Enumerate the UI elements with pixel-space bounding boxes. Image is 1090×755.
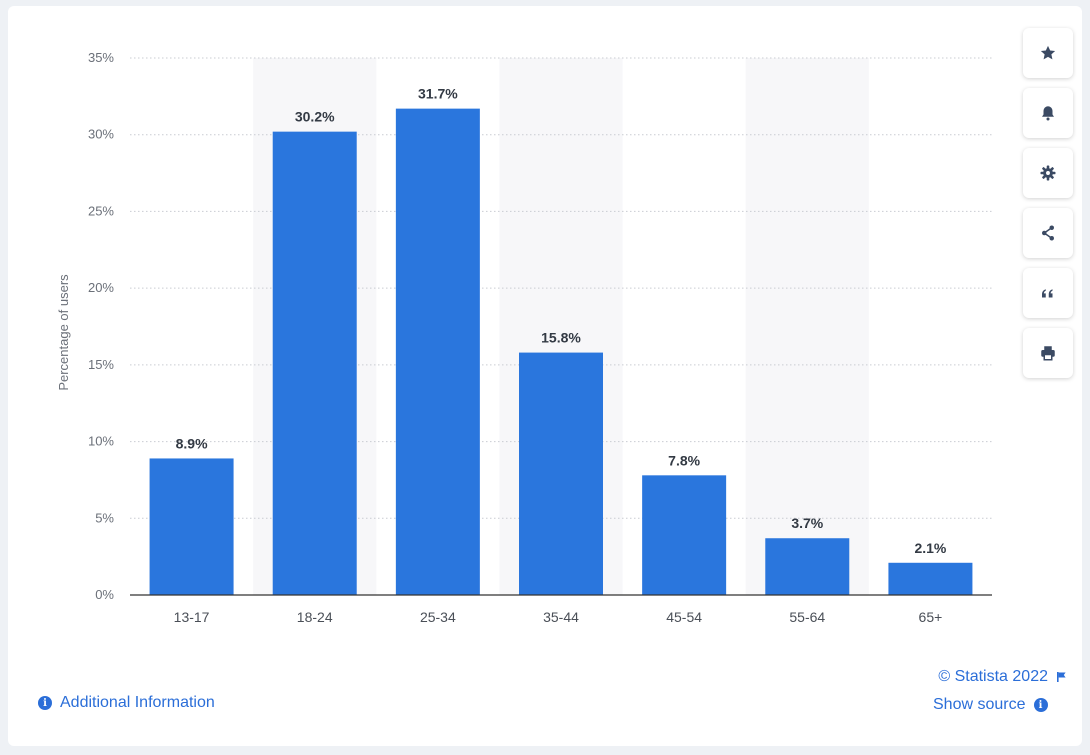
favorite-button[interactable] [1023, 28, 1073, 78]
x-tick-label: 45-54 [666, 609, 702, 625]
bell-icon [1042, 106, 1054, 121]
data-label: 3.7% [791, 515, 823, 531]
gear-icon [1040, 165, 1056, 181]
show-source-link[interactable]: Show source i [933, 696, 1048, 714]
data-label: 15.8% [541, 330, 581, 346]
info-icon: i [1033, 698, 1048, 712]
x-tick-label: 13-17 [174, 609, 210, 625]
y-tick-label: 15% [88, 357, 114, 372]
share-icon [1042, 225, 1054, 241]
x-tick-label: 65+ [919, 609, 943, 625]
bar [272, 131, 357, 595]
additional-info-label: Additional Information [60, 694, 215, 711]
bar [765, 538, 850, 595]
flag-icon [1057, 672, 1066, 682]
bar [395, 108, 480, 595]
x-tick-label: 35-44 [543, 609, 579, 625]
y-tick-label: 30% [88, 127, 114, 142]
settings-button[interactable] [1023, 148, 1073, 198]
star-icon [1040, 45, 1056, 60]
y-tick-label: 35% [88, 50, 114, 65]
bar [888, 562, 973, 595]
quote-icon [1042, 289, 1053, 298]
y-tick-label: 20% [88, 280, 114, 295]
bar [149, 458, 234, 595]
y-tick-label: 10% [88, 434, 114, 449]
data-label: 7.8% [668, 452, 700, 468]
x-tick-label: 25-34 [420, 609, 456, 625]
show-source-label: Show source [933, 696, 1026, 713]
copyright-text: © Statista 2022 [938, 668, 1048, 685]
category-band [745, 58, 869, 595]
bar [642, 475, 727, 595]
data-label: 31.7% [418, 86, 458, 102]
info-icon: i [38, 696, 52, 710]
print-button[interactable] [1023, 328, 1073, 378]
copyright-link[interactable]: © Statista 2022 [908, 668, 1068, 686]
data-label: 2.1% [914, 540, 946, 556]
y-tick-label: 25% [88, 203, 114, 218]
y-axis-label: Percentage of users [56, 274, 71, 391]
x-tick-label: 55-64 [789, 609, 825, 625]
y-tick-label: 0% [95, 587, 114, 602]
cite-button[interactable] [1023, 268, 1073, 318]
chart-card: 8.9% 30.2% 31.7% 15.8% 7.8% 3.7% 2.1% 13-17 18-… [8, 6, 1082, 746]
y-tick-label: 5% [95, 510, 114, 525]
notification-button[interactable] [1023, 88, 1073, 138]
bar [519, 352, 603, 595]
data-label: 8.9% [176, 435, 208, 451]
bar-chart: 8.9% 30.2% 31.7% 15.8% 7.8% 3.7% 2.1% 13-17 18-… [56, 50, 992, 625]
x-tick-label: 18-24 [297, 609, 333, 625]
data-label: 30.2% [295, 109, 335, 125]
additional-info-link[interactable]: i Additional Information [38, 694, 215, 712]
share-button[interactable] [1023, 208, 1073, 258]
print-icon [1041, 346, 1055, 361]
